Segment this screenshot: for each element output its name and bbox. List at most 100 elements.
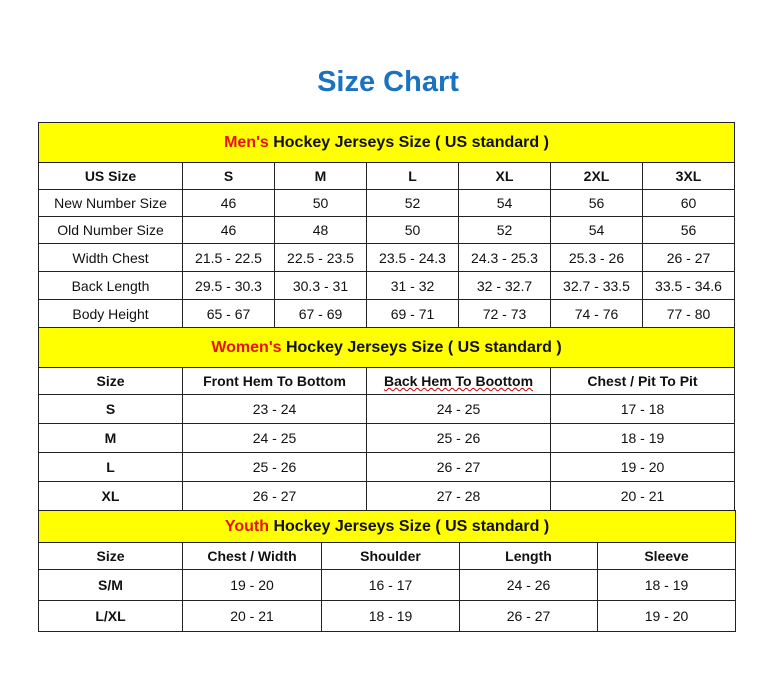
column-header-text: 3XL <box>675 168 702 184</box>
column-header-text: XL <box>495 168 514 184</box>
column-header-text: Back Hem To Boottom <box>383 373 534 389</box>
table-cell: 25 - 26 <box>366 423 551 453</box>
table-row: Body Height 65 - 67 67 - 69 69 - 71 72 - 73 7… <box>38 299 735 328</box>
section-title: Men's Hockey Jerseys Size ( US standard … <box>38 122 735 163</box>
column-header: Length <box>459 542 598 570</box>
header-row: Size Chest / Width Shoulder Length Sleeve <box>38 542 737 570</box>
table-cell: 54 <box>550 216 643 244</box>
section-title-row: Women's Hockey Jerseys Size ( US standar… <box>38 327 735 368</box>
row-label: S/M <box>38 569 183 601</box>
section-title-prefix: Youth <box>224 517 270 535</box>
column-header: US Size <box>38 162 183 190</box>
column-header-text: M <box>314 168 327 184</box>
table-cell: 23.5 - 24.3 <box>366 243 459 272</box>
table-cell: 54 <box>458 189 551 217</box>
table-cell: 22.5 - 23.5 <box>274 243 367 272</box>
table-row: Width Chest 21.5 - 22.5 22.5 - 23.5 23.5 - … <box>38 243 735 272</box>
youth-size-table: Youth Hockey Jerseys Size ( US standard … <box>37 510 737 632</box>
table-row: XL 26 - 27 27 - 28 20 - 21 <box>38 481 735 511</box>
table-cell: 20 - 21 <box>182 600 322 632</box>
row-label: Old Number Size <box>38 216 183 244</box>
table-cell: 24 - 25 <box>366 394 551 424</box>
table-cell: 19 - 20 <box>550 452 735 482</box>
section-title-row: Youth Hockey Jerseys Size ( US standard … <box>37 510 737 543</box>
table-cell: 50 <box>366 216 459 244</box>
table-row: L 25 - 26 26 - 27 19 - 20 <box>38 452 735 482</box>
table-cell: 21.5 - 22.5 <box>182 243 275 272</box>
header-row: Size Front Hem To Bottom Back Hem To Boott… <box>38 367 735 395</box>
section-title-prefix: Women's <box>211 338 282 356</box>
table-cell: 46 <box>182 216 275 244</box>
table-cell: 77 - 80 <box>642 299 735 328</box>
table-row: Old Number Size 46 48 50 52 54 56 <box>38 216 735 244</box>
table-cell: 32.7 - 33.5 <box>550 271 643 300</box>
column-header: Shoulder <box>321 542 460 570</box>
table-cell: 26 - 27 <box>642 243 735 272</box>
column-header: Size <box>38 367 183 395</box>
table-cell: 69 - 71 <box>366 299 459 328</box>
table-cell: 24.3 - 25.3 <box>458 243 551 272</box>
page-title: Size Chart <box>317 66 459 98</box>
column-header-text: Size <box>96 373 125 389</box>
column-header-text: Front Hem To Bottom <box>203 373 346 389</box>
header-row: US Size S M L XL 2XL 3XL <box>38 162 735 190</box>
table-cell: 32 - 32.7 <box>458 271 551 300</box>
table-row: New Number Size 46 50 52 54 56 60 <box>38 189 735 217</box>
table-cell: 25 - 26 <box>182 452 367 482</box>
row-label: L/XL <box>38 600 183 632</box>
table-cell: 30.3 - 31 <box>274 271 367 300</box>
table-cell: 24 - 26 <box>459 569 598 601</box>
table-cell: 52 <box>366 189 459 217</box>
column-header: Back Hem To Boottom <box>366 367 551 395</box>
column-header: M <box>274 162 367 190</box>
column-header: 2XL <box>550 162 643 190</box>
column-header: L <box>366 162 459 190</box>
column-header: XL <box>458 162 551 190</box>
table-cell: 48 <box>274 216 367 244</box>
table-cell: 25.3 - 26 <box>550 243 643 272</box>
table-row: S/M 19 - 20 16 - 17 24 - 26 18 - 19 <box>38 569 737 601</box>
section-title-prefix: Men's <box>224 133 269 151</box>
table-cell: 60 <box>642 189 735 217</box>
column-header: Chest / Width <box>182 542 322 570</box>
table-cell: 20 - 21 <box>550 481 735 511</box>
column-header-text: L <box>408 168 417 184</box>
row-label: Width Chest <box>38 243 183 272</box>
column-header: Front Hem To Bottom <box>182 367 367 395</box>
table-cell: 72 - 73 <box>458 299 551 328</box>
row-label: S <box>38 394 183 424</box>
column-header-text: Chest / Width <box>207 548 297 564</box>
row-label: XL <box>38 481 183 511</box>
column-header: Chest / Pit To Pit <box>550 367 735 395</box>
column-header-text: Shoulder <box>360 548 421 564</box>
table-cell: 56 <box>642 216 735 244</box>
row-label: M <box>38 423 183 453</box>
column-header-text: S <box>223 168 234 184</box>
table-cell: 33.5 - 34.6 <box>642 271 735 300</box>
table-cell: 23 - 24 <box>182 394 367 424</box>
table-cell: 50 <box>274 189 367 217</box>
table-cell: 26 - 27 <box>459 600 598 632</box>
table-cell: 26 - 27 <box>182 481 367 511</box>
column-header-text: 2XL <box>583 168 610 184</box>
table-cell: 74 - 76 <box>550 299 643 328</box>
column-header-text: Sleeve <box>644 548 689 564</box>
table-cell: 46 <box>182 189 275 217</box>
table-cell: 26 - 27 <box>366 452 551 482</box>
section-title-suffix: Hockey Jerseys Size ( US standard ) <box>281 338 562 356</box>
table-cell: 31 - 32 <box>366 271 459 300</box>
table-cell: 65 - 67 <box>182 299 275 328</box>
column-header: Size <box>38 542 183 570</box>
table-cell: 67 - 69 <box>274 299 367 328</box>
table-cell: 24 - 25 <box>182 423 367 453</box>
row-label: L <box>38 452 183 482</box>
section-title-row: Men's Hockey Jerseys Size ( US standard … <box>38 122 735 163</box>
section-title: Women's Hockey Jerseys Size ( US standar… <box>38 327 735 368</box>
table-cell: 19 - 20 <box>596 600 737 632</box>
table-cell: 56 <box>550 189 643 217</box>
column-header: S <box>182 162 275 190</box>
table-cell: 29.5 - 30.3 <box>182 271 275 300</box>
table-row: S 23 - 24 24 - 25 17 - 18 <box>38 394 735 424</box>
table-cell: 18 - 19 <box>550 423 735 453</box>
section-title: Youth Hockey Jerseys Size ( US standard … <box>37 510 737 543</box>
